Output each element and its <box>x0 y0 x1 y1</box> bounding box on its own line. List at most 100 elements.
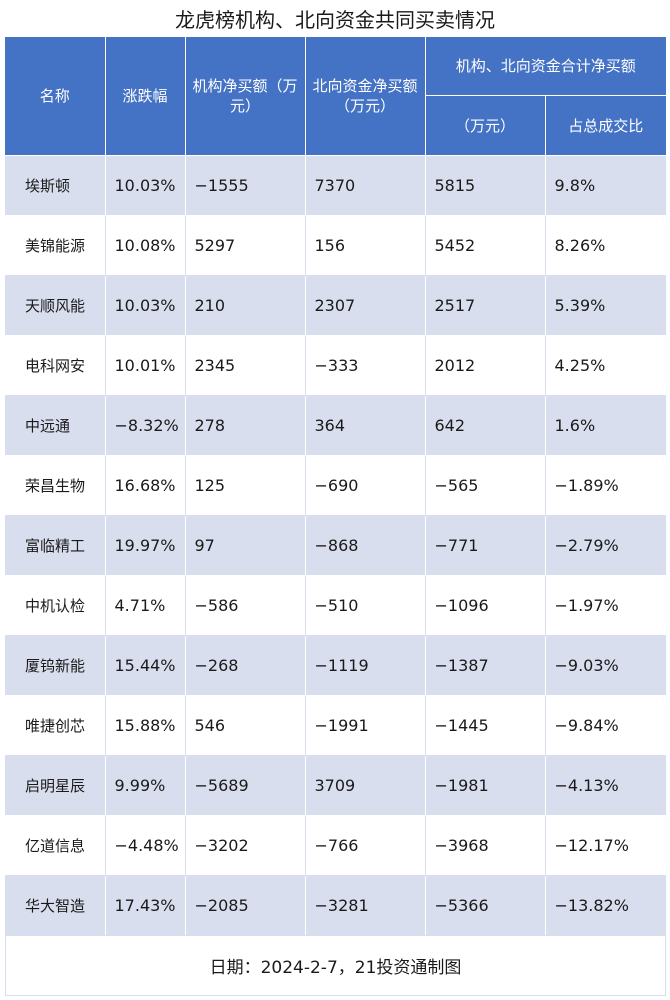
cell-change: 9.99% <box>104 755 186 816</box>
cell-inst-net: 97 <box>184 515 306 576</box>
cell-share: 4.25% <box>544 335 667 396</box>
header-change: 涨跌幅 <box>104 36 186 156</box>
cell-north-net: −510 <box>304 575 426 636</box>
cell-share: 8.26% <box>544 215 667 276</box>
cell-inst-net: 210 <box>184 275 306 336</box>
table-row: 唯捷创芯 15.88% 546 −1991 −1445 −9.84% <box>5 695 667 756</box>
cell-change: 10.08% <box>104 215 186 276</box>
cell-change: 10.03% <box>104 155 186 216</box>
cell-name: 厦钨新能 <box>5 635 106 696</box>
table-row: 富临精工 19.97% 97 −868 −771 −2.79% <box>5 515 667 576</box>
table-row: 电科网安 10.01% 2345 −333 2012 4.25% <box>5 335 667 396</box>
table-row: 启明星辰 9.99% −5689 3709 −1981 −4.13% <box>5 755 667 816</box>
header-north-net: 北向资金净买额（万元） <box>304 36 426 156</box>
cell-combined: 642 <box>424 395 546 456</box>
table-row: 美锦能源 10.08% 5297 156 5452 8.26% <box>5 215 667 276</box>
cell-share: 9.8% <box>544 155 667 216</box>
cell-north-net: −1991 <box>304 695 426 756</box>
cell-name: 亿道信息 <box>5 815 106 876</box>
cell-combined: −1445 <box>424 695 546 756</box>
table-title: 龙虎榜机构、北向资金共同买卖情况 <box>175 7 495 32</box>
cell-inst-net: −1555 <box>184 155 306 216</box>
cell-inst-net: −2085 <box>184 875 306 936</box>
cell-inst-net: 546 <box>184 695 306 756</box>
cell-name: 美锦能源 <box>5 215 106 276</box>
table-row: 荣昌生物 16.68% 125 −690 −565 −1.89% <box>5 455 667 516</box>
cell-combined: 5452 <box>424 215 546 276</box>
cell-change: 17.43% <box>104 875 186 936</box>
table-row: 中远通 −8.32% 278 364 642 1.6% <box>5 395 667 456</box>
cell-combined: 2012 <box>424 335 546 396</box>
cell-combined: −1096 <box>424 575 546 636</box>
cell-name: 富临精工 <box>5 515 106 576</box>
cell-change: 4.71% <box>104 575 186 636</box>
cell-combined: −3968 <box>424 815 546 876</box>
cell-north-net: 7370 <box>304 155 426 216</box>
table-row: 厦钨新能 15.44% −268 −1119 −1387 −9.03% <box>5 635 667 696</box>
cell-share: 5.39% <box>544 275 667 336</box>
cell-north-net: −1119 <box>304 635 426 696</box>
table-body: 埃斯顿 10.03% −1555 7370 5815 9.8% 美锦能源 10.08% 5297… <box>5 155 667 936</box>
cell-inst-net: −268 <box>184 635 306 696</box>
cell-change: −4.48% <box>104 815 186 876</box>
cell-combined: −5366 <box>424 875 546 936</box>
cell-name: 荣昌生物 <box>5 455 106 516</box>
cell-north-net: 364 <box>304 395 426 456</box>
cell-inst-net: 5297 <box>184 215 306 276</box>
cell-combined: 2517 <box>424 275 546 336</box>
cell-north-net: −3281 <box>304 875 426 936</box>
cell-name: 华大智造 <box>5 875 106 936</box>
cell-share: −1.89% <box>544 455 667 516</box>
cell-name: 天顺风能 <box>5 275 106 336</box>
cell-share: −9.03% <box>544 635 667 696</box>
cell-share: −2.79% <box>544 515 667 576</box>
cell-inst-net: −5689 <box>184 755 306 816</box>
header-share-of-turnover: 占总成交比 <box>544 95 667 156</box>
cell-combined: −1981 <box>424 755 546 816</box>
cell-change: 15.44% <box>104 635 186 696</box>
cell-name: 中远通 <box>5 395 106 456</box>
cell-share: −4.13% <box>544 755 667 816</box>
cell-north-net: 2307 <box>304 275 426 336</box>
header-name: 名称 <box>5 36 106 156</box>
cell-change: 16.68% <box>104 455 186 516</box>
table-row: 亿道信息 −4.48% −3202 −766 −3968 −12.17% <box>5 815 667 876</box>
table-row: 天顺风能 10.03% 210 2307 2517 5.39% <box>5 275 667 336</box>
cell-north-net: −868 <box>304 515 426 576</box>
header-combined-group: 机构、北向资金合计净买额 <box>424 36 667 96</box>
cell-north-net: 3709 <box>304 755 426 816</box>
table-row: 埃斯顿 10.03% −1555 7370 5815 9.8% <box>5 155 667 216</box>
cell-inst-net: 278 <box>184 395 306 456</box>
cell-change: 10.01% <box>104 335 186 396</box>
header-inst-net: 机构净买额（万元） <box>184 36 306 156</box>
cell-combined: −1387 <box>424 635 546 696</box>
cell-inst-net: −586 <box>184 575 306 636</box>
cell-north-net: −766 <box>304 815 426 876</box>
footer-note: 日期：2024-2-7，21投资通制图 <box>5 935 666 996</box>
cell-share: −13.82% <box>544 875 667 936</box>
cell-combined: 5815 <box>424 155 546 216</box>
cell-north-net: −333 <box>304 335 426 396</box>
cell-change: 15.88% <box>104 695 186 756</box>
cell-share: −1.97% <box>544 575 667 636</box>
table-row: 中机认检 4.71% −586 −510 −1096 −1.97% <box>5 575 667 636</box>
cell-combined: −565 <box>424 455 546 516</box>
cell-change: 19.97% <box>104 515 186 576</box>
data-table: 名称 涨跌幅 机构净买额（万元） 北向资金净买额（万元） 机构、北向资金合计净买… <box>5 36 667 936</box>
cell-name: 电科网安 <box>5 335 106 396</box>
cell-name: 唯捷创芯 <box>5 695 106 756</box>
header-combined-amount: （万元） <box>424 95 546 156</box>
cell-name: 启明星辰 <box>5 755 106 816</box>
cell-name: 中机认检 <box>5 575 106 636</box>
cell-share: −9.84% <box>544 695 667 756</box>
cell-combined: −771 <box>424 515 546 576</box>
cell-inst-net: −3202 <box>184 815 306 876</box>
cell-north-net: −690 <box>304 455 426 516</box>
cell-north-net: 156 <box>304 215 426 276</box>
table-header: 名称 涨跌幅 机构净买额（万元） 北向资金净买额（万元） 机构、北向资金合计净买… <box>5 36 667 156</box>
cell-inst-net: 2345 <box>184 335 306 396</box>
cell-share: −12.17% <box>544 815 667 876</box>
cell-inst-net: 125 <box>184 455 306 516</box>
cell-change: 10.03% <box>104 275 186 336</box>
cell-change: −8.32% <box>104 395 186 456</box>
